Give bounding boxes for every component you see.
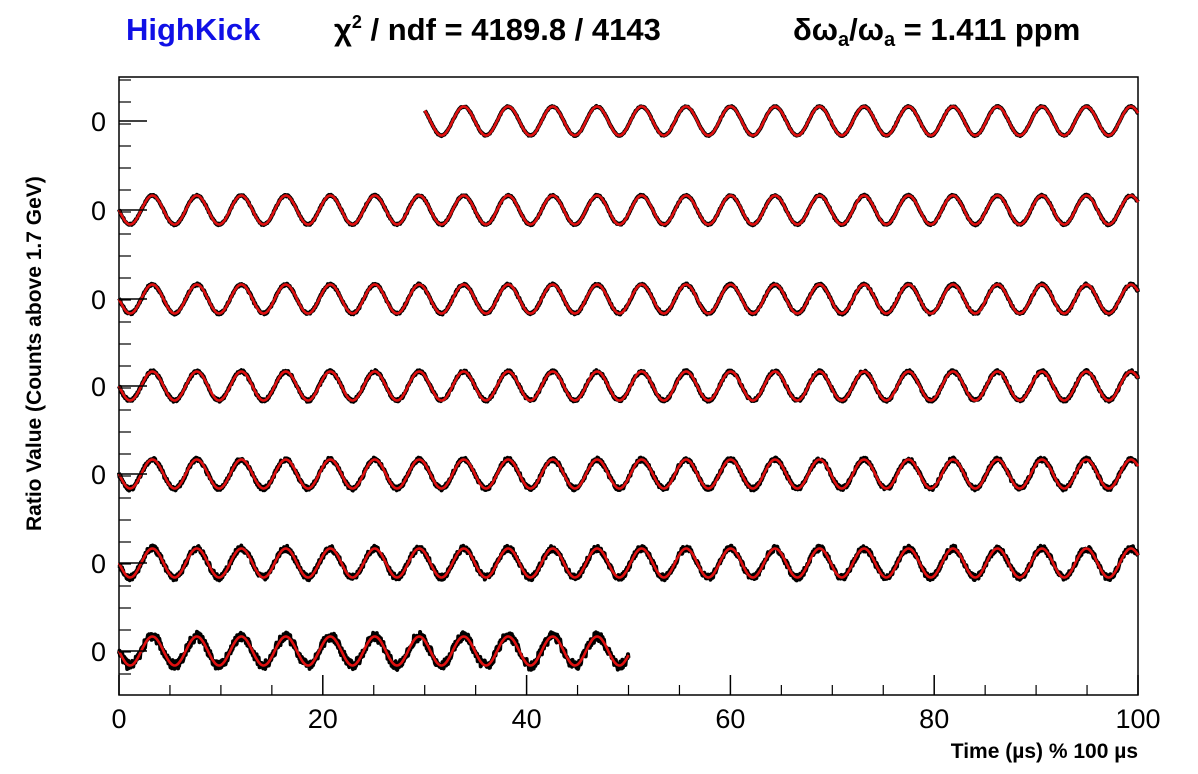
y-tick-label: 0 xyxy=(91,285,106,315)
x-tick-label: 80 xyxy=(919,704,949,734)
chi-superscript: 2 xyxy=(351,12,362,32)
fit-curve xyxy=(117,283,1140,315)
series-group xyxy=(423,104,1140,139)
chart-title-name: HighKick xyxy=(126,12,261,47)
y-tick-label: 0 xyxy=(91,196,106,226)
prec-delta: δω xyxy=(793,12,838,47)
fit-curve xyxy=(117,458,1140,490)
prec-slash: /ω xyxy=(849,12,884,47)
fit-curve xyxy=(117,547,1140,579)
fit-curve xyxy=(117,194,1140,226)
series-group xyxy=(117,455,1140,493)
series-group xyxy=(117,368,1140,404)
series-group xyxy=(117,629,631,672)
chart-title-chi2: χ2 / ndf = 4189.8 / 4143 xyxy=(334,12,661,48)
y-tick-label: 0 xyxy=(91,460,106,490)
x-tick-label: 60 xyxy=(715,704,745,734)
chi-value: / ndf = 4189.8 / 4143 xyxy=(361,12,661,47)
prec-sub-a2: a xyxy=(883,29,896,51)
chart-title-precision: δωa/ωa = 1.411 ppm xyxy=(793,12,1080,52)
x-tick-label: 0 xyxy=(111,704,126,734)
y-tick-label: 0 xyxy=(91,637,106,667)
x-tick-label: 20 xyxy=(308,704,338,734)
prec-sub-a1: a xyxy=(838,29,850,51)
series-layer xyxy=(117,104,1140,672)
x-tick-label: 100 xyxy=(1115,704,1160,734)
x-tick-label: 40 xyxy=(512,704,542,734)
ticks-layer: 0 20 40 60 80 100 0 0 0 0 0 0 0 xyxy=(91,79,1161,734)
y-tick-label: 0 xyxy=(91,549,106,579)
fit-curve xyxy=(117,635,630,667)
y-axis-label: Ratio Value (Counts above 1.7 GeV) xyxy=(23,176,46,531)
chi-symbol: χ xyxy=(334,12,352,47)
fit-curve xyxy=(117,370,1140,402)
x-axis-label: Time (µs) % 100 µs xyxy=(951,740,1138,763)
series-group xyxy=(117,192,1140,228)
series-group xyxy=(117,543,1140,583)
y-tick-label: 0 xyxy=(91,107,106,137)
fit-curve xyxy=(423,105,1140,137)
series-group xyxy=(117,281,1140,317)
y-tick-label: 0 xyxy=(91,372,106,402)
prec-value: = 1.411 ppm xyxy=(895,12,1081,47)
